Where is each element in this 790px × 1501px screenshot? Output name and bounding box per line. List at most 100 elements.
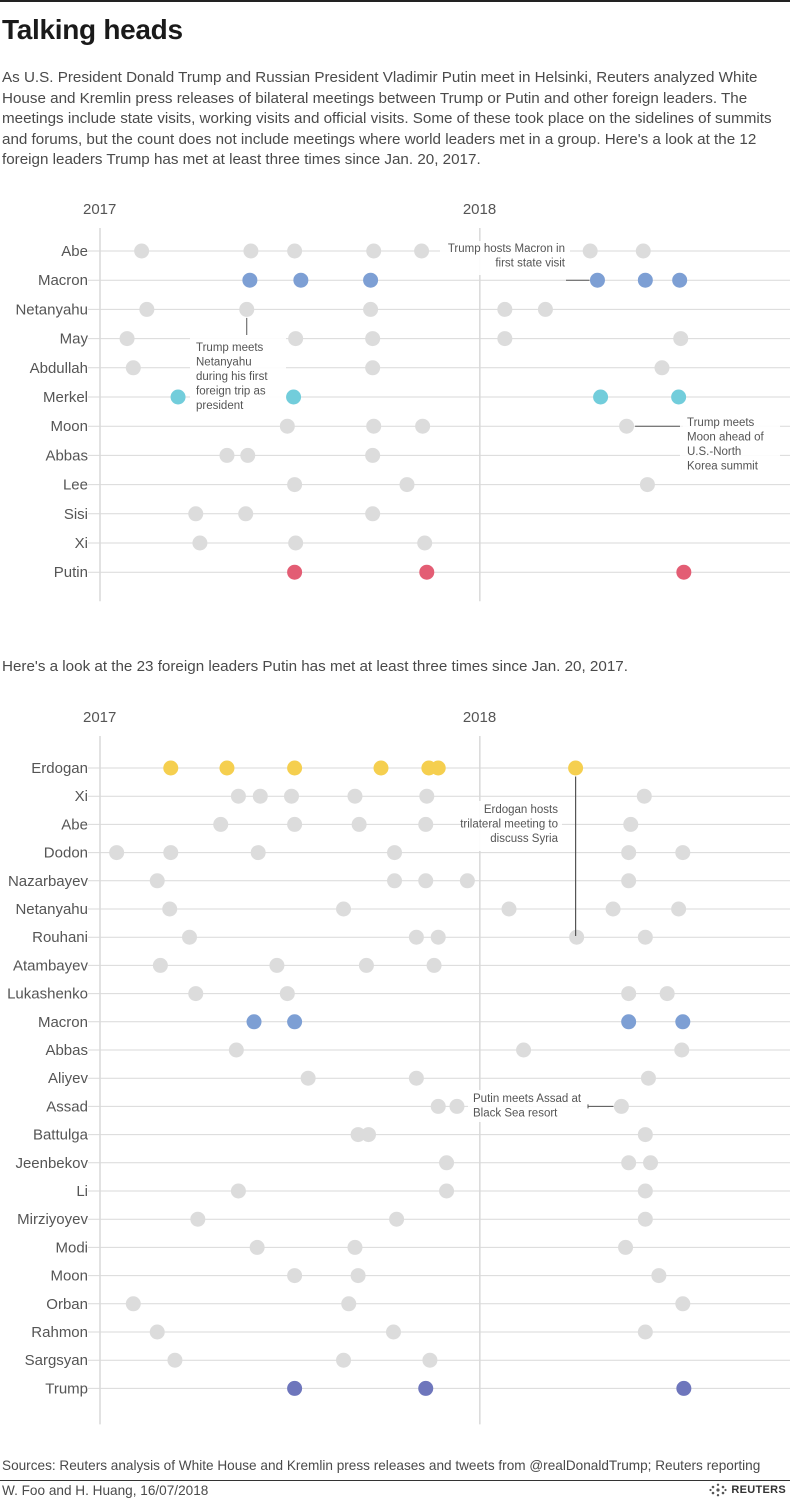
meeting-dot-abe (414, 243, 430, 259)
meeting-dot-lukashenko (659, 986, 675, 1002)
meeting-dot-dodon (387, 845, 403, 861)
annotation-text-line: president (196, 400, 244, 412)
meeting-dot-nazarbayev (149, 873, 165, 889)
annotation-text-line: Erdogan hosts (484, 804, 558, 816)
meeting-dot-abbas (365, 447, 381, 463)
meeting-dot-macron (363, 272, 379, 288)
annotation-moon: Trump meets Moon ahead of U.S.-North Korea … (635, 414, 780, 478)
leader-label-abbas: Abbas (45, 447, 88, 464)
meeting-dot-xi (417, 535, 433, 551)
meeting-dot-abbas (219, 447, 235, 463)
meeting-dot-moon (287, 1268, 303, 1284)
meeting-dot-erdogan (163, 760, 179, 776)
meeting-dot-dodon (109, 845, 125, 861)
leader-label-dodon: Dodon (44, 845, 88, 862)
byline-credit: W. Foo and H. Huang, 16/07/2018 (2, 1483, 209, 1498)
meeting-dot-atambayev (269, 957, 285, 973)
annotation-text-line: foreign trip as (196, 386, 266, 398)
putin-chart-intro: Here's a look at the 23 foreign leaders … (2, 658, 628, 675)
meeting-dot-dodon (675, 845, 691, 861)
leader-label-aliyev: Aliyev (48, 1070, 89, 1087)
meeting-dot-mirziyoyev (190, 1211, 206, 1227)
meeting-dot-moon (279, 418, 295, 434)
meeting-dot-assad (430, 1098, 446, 1114)
meeting-dot-merkel (671, 389, 687, 405)
meeting-dot-orban (341, 1296, 357, 1312)
meeting-dot-aliyev (408, 1070, 424, 1086)
annotation-backdrop (462, 801, 562, 851)
meeting-dot-atambayev (426, 957, 442, 973)
meeting-dot-abdullah (654, 360, 670, 376)
leader-label-netanyahu: Netanyahu (15, 301, 88, 318)
meeting-dot-jeenbekov (643, 1155, 659, 1171)
meeting-dot-abbas (240, 447, 256, 463)
meeting-dot-abe (243, 243, 259, 259)
annotation-text-line: Netanyahu (196, 357, 252, 369)
meeting-dot-dodon (621, 845, 637, 861)
meeting-dot-atambayev (358, 957, 374, 973)
leader-label-putin: Putin (54, 564, 88, 581)
annotation-text-line: first state visit (495, 258, 565, 270)
meeting-dot-sargsyan (167, 1352, 183, 1368)
intro-paragraph: As U.S. President Donald Trump and Russi… (2, 69, 772, 169)
meeting-dot-trump (418, 1380, 434, 1396)
meeting-dot-sisi (188, 506, 204, 522)
meeting-dot-macron (589, 272, 605, 288)
leader-label-lee: Lee (63, 477, 88, 494)
annotation-backdrop (440, 241, 570, 275)
meeting-dot-moon (651, 1268, 667, 1284)
trump-meetings-chart: 2017 2018 Abe Macron Netanyahu May Abdullah Mer… (15, 201, 790, 602)
meeting-dot-aliyev (300, 1070, 316, 1086)
meeting-dot-moon (415, 418, 431, 434)
meeting-dot-moon (350, 1268, 366, 1284)
meeting-dot-xi (283, 788, 299, 804)
reuters-logo-text: REUTERS (731, 1484, 786, 1496)
meeting-dot-li (230, 1183, 246, 1199)
annotation-macron: Trump hosts Macron in first state visit (440, 241, 570, 275)
meeting-dot-rouhani (637, 929, 653, 945)
meeting-dot-macron (293, 272, 309, 288)
meeting-dot-orban (675, 1296, 691, 1312)
leader-label-sisi: Sisi (64, 506, 88, 523)
year-tick-label: 2018 (463, 709, 496, 726)
meeting-dot-may (365, 331, 381, 347)
meeting-dot-sisi (238, 506, 254, 522)
meeting-dot-macron (287, 1014, 303, 1030)
meeting-dot-netanyahu (139, 301, 155, 317)
leader-label-erdogan: Erdogan (31, 760, 88, 777)
meeting-dot-sargsyan (336, 1352, 352, 1368)
meeting-dot-netanyahu (336, 901, 352, 917)
meeting-dot-nazarbayev (459, 873, 475, 889)
annotation-text-line: Moon ahead of (687, 432, 765, 444)
putin-meetings-chart: 2017 2018 Erdogan Xi Abe Dodon Nazarbayev Netan… (7, 709, 790, 1425)
meeting-dot-lee (639, 477, 655, 493)
leader-label-battulga: Battulga (33, 1127, 89, 1144)
meeting-dot-lukashenko (188, 986, 204, 1002)
meeting-dot-lee (399, 477, 415, 493)
meeting-dot-erdogan (373, 760, 389, 776)
leader-label-trump: Trump (45, 1380, 88, 1397)
meeting-dot-battulga (361, 1127, 377, 1143)
meeting-dot-li (637, 1183, 653, 1199)
meeting-dot-rouhani (430, 929, 446, 945)
leader-label-macron: Macron (38, 1014, 88, 1031)
meeting-dot-rahmon (149, 1324, 165, 1340)
year-tick-label: 2018 (463, 201, 496, 218)
meeting-dot-modi (347, 1239, 363, 1255)
meeting-dot-netanyahu (671, 901, 687, 917)
annotation-text-line: Putin meets Assad at (473, 1093, 582, 1105)
meeting-dot-macron (246, 1014, 262, 1030)
meeting-dot-xi (252, 788, 268, 804)
annotation-text-line: Trump meets (687, 417, 755, 429)
leader-label-li: Li (76, 1183, 88, 1200)
annotation-backdrop (680, 414, 780, 478)
meeting-dot-xi (636, 788, 652, 804)
meeting-dot-abbas (516, 1042, 532, 1058)
meeting-dot-abe (635, 243, 651, 259)
meeting-dot-merkel (593, 389, 609, 405)
meeting-dot-lee (287, 477, 303, 493)
leader-label-abdullah: Abdullah (30, 360, 88, 377)
meeting-dot-jeenbekov (621, 1155, 637, 1171)
meeting-dot-erdogan (219, 760, 235, 776)
meeting-dot-netanyahu (501, 901, 517, 917)
